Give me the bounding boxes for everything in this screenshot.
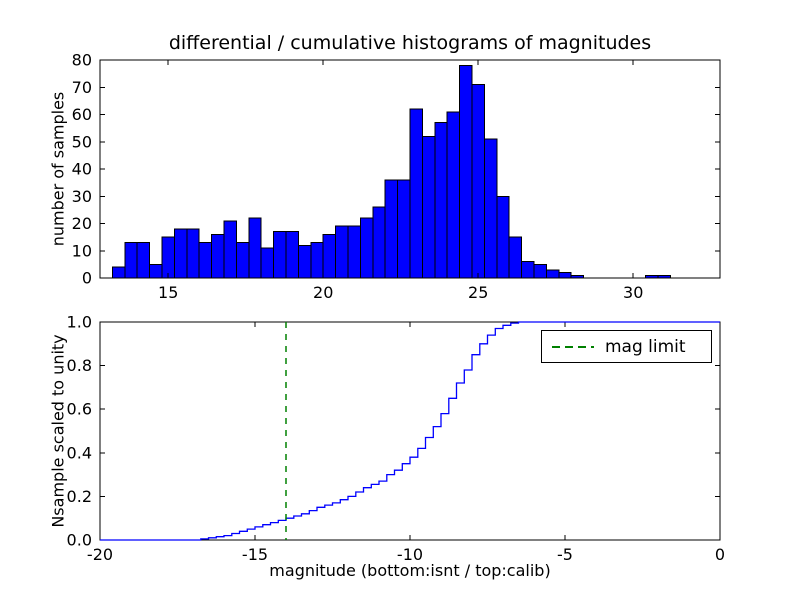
histogram-bar — [111, 266, 126, 279]
histogram-bar — [397, 179, 411, 279]
histogram-bar — [136, 242, 151, 279]
y-tick-label: 80 — [72, 51, 92, 70]
bottom-y-axis-label: Nsample scaled to unity — [48, 334, 68, 528]
histogram-bar — [223, 220, 237, 279]
top-y-axis-label: number of samples — [48, 91, 68, 247]
x-tick-label: 25 — [468, 283, 488, 302]
histogram-bar — [496, 195, 510, 279]
y-tick-label: 30 — [72, 187, 92, 206]
histogram-bar — [459, 64, 473, 279]
y-tick-label: 1.0 — [67, 313, 92, 332]
bottom-axes: -20 -15 -10 -5 0 0.0 0.2 0.4 0.6 0.8 1.0 — [67, 313, 726, 565]
y-tick-label: 40 — [72, 160, 92, 179]
histogram-bar — [173, 228, 188, 279]
y-tick-label: 10 — [72, 241, 92, 260]
histogram-bar — [335, 225, 349, 279]
histogram-bar — [310, 242, 324, 279]
x-tick-label: -10 — [397, 545, 423, 564]
histogram-bar — [248, 217, 262, 279]
y-tick-label: 0.6 — [67, 400, 92, 419]
y-tick-label: 60 — [72, 105, 92, 124]
x-tick-label: -15 — [242, 545, 268, 564]
histogram-bar — [446, 111, 461, 279]
histogram-bar — [297, 244, 312, 279]
histogram-bar — [359, 217, 374, 279]
y-tick-label: 0.4 — [67, 443, 92, 462]
histogram-bar — [235, 242, 250, 279]
histogram-bar — [545, 269, 560, 279]
histogram-bar — [285, 231, 299, 279]
histogram-bar — [186, 228, 200, 279]
x-tick-label: 30 — [623, 283, 643, 302]
histogram-bar — [198, 242, 213, 279]
y-tick-label: 0.2 — [67, 487, 92, 506]
histogram-bar — [558, 272, 572, 279]
legend-entry-label: mag limit — [605, 336, 686, 357]
x-tick-label: 15 — [158, 283, 178, 302]
x-tick-label: -20 — [87, 545, 113, 564]
histogram-bar — [347, 225, 361, 279]
histogram-bar — [149, 263, 163, 279]
legend-dashed-line-sample — [552, 345, 594, 348]
cumulative-step-line — [100, 321, 720, 541]
histogram-bars — [111, 64, 671, 279]
y-tick-label: 70 — [72, 78, 92, 97]
x-tick-label: 20 — [313, 283, 333, 302]
histogram-bar — [409, 108, 423, 279]
x-tick-label: 0 — [715, 545, 725, 564]
legend: mag limit — [541, 330, 712, 363]
histogram-bar — [372, 206, 386, 279]
bottom-x-axis-label: magnitude (bottom:isnt / top:calib) — [269, 561, 551, 580]
histogram-bar — [273, 231, 287, 279]
histogram-bar — [483, 138, 498, 279]
y-tick-label: 0.0 — [67, 531, 92, 550]
histogram-bar — [521, 261, 535, 279]
x-tick-label: -5 — [557, 545, 573, 564]
y-tick-label: 20 — [72, 214, 92, 233]
histogram-bar — [124, 242, 138, 279]
histogram-bar — [471, 84, 485, 279]
y-tick-label: 50 — [72, 132, 92, 151]
histogram-bar — [508, 236, 523, 279]
histogram-bar — [384, 179, 399, 279]
chart-title: differential / cumulative histograms of … — [168, 32, 652, 54]
histogram-bar — [421, 135, 436, 279]
y-tick-label: 0.8 — [67, 356, 92, 375]
histogram-bar — [533, 263, 547, 279]
histogram-bar — [161, 236, 175, 279]
histogram-bar — [211, 233, 225, 279]
histogram-bar — [260, 247, 275, 279]
histogram-bar — [434, 122, 448, 279]
histogram-bar — [322, 233, 337, 279]
top-axes: 15 20 25 30 0 10 20 30 40 50 60 70 80 — [72, 51, 721, 302]
y-tick-label: 0 — [82, 269, 92, 288]
